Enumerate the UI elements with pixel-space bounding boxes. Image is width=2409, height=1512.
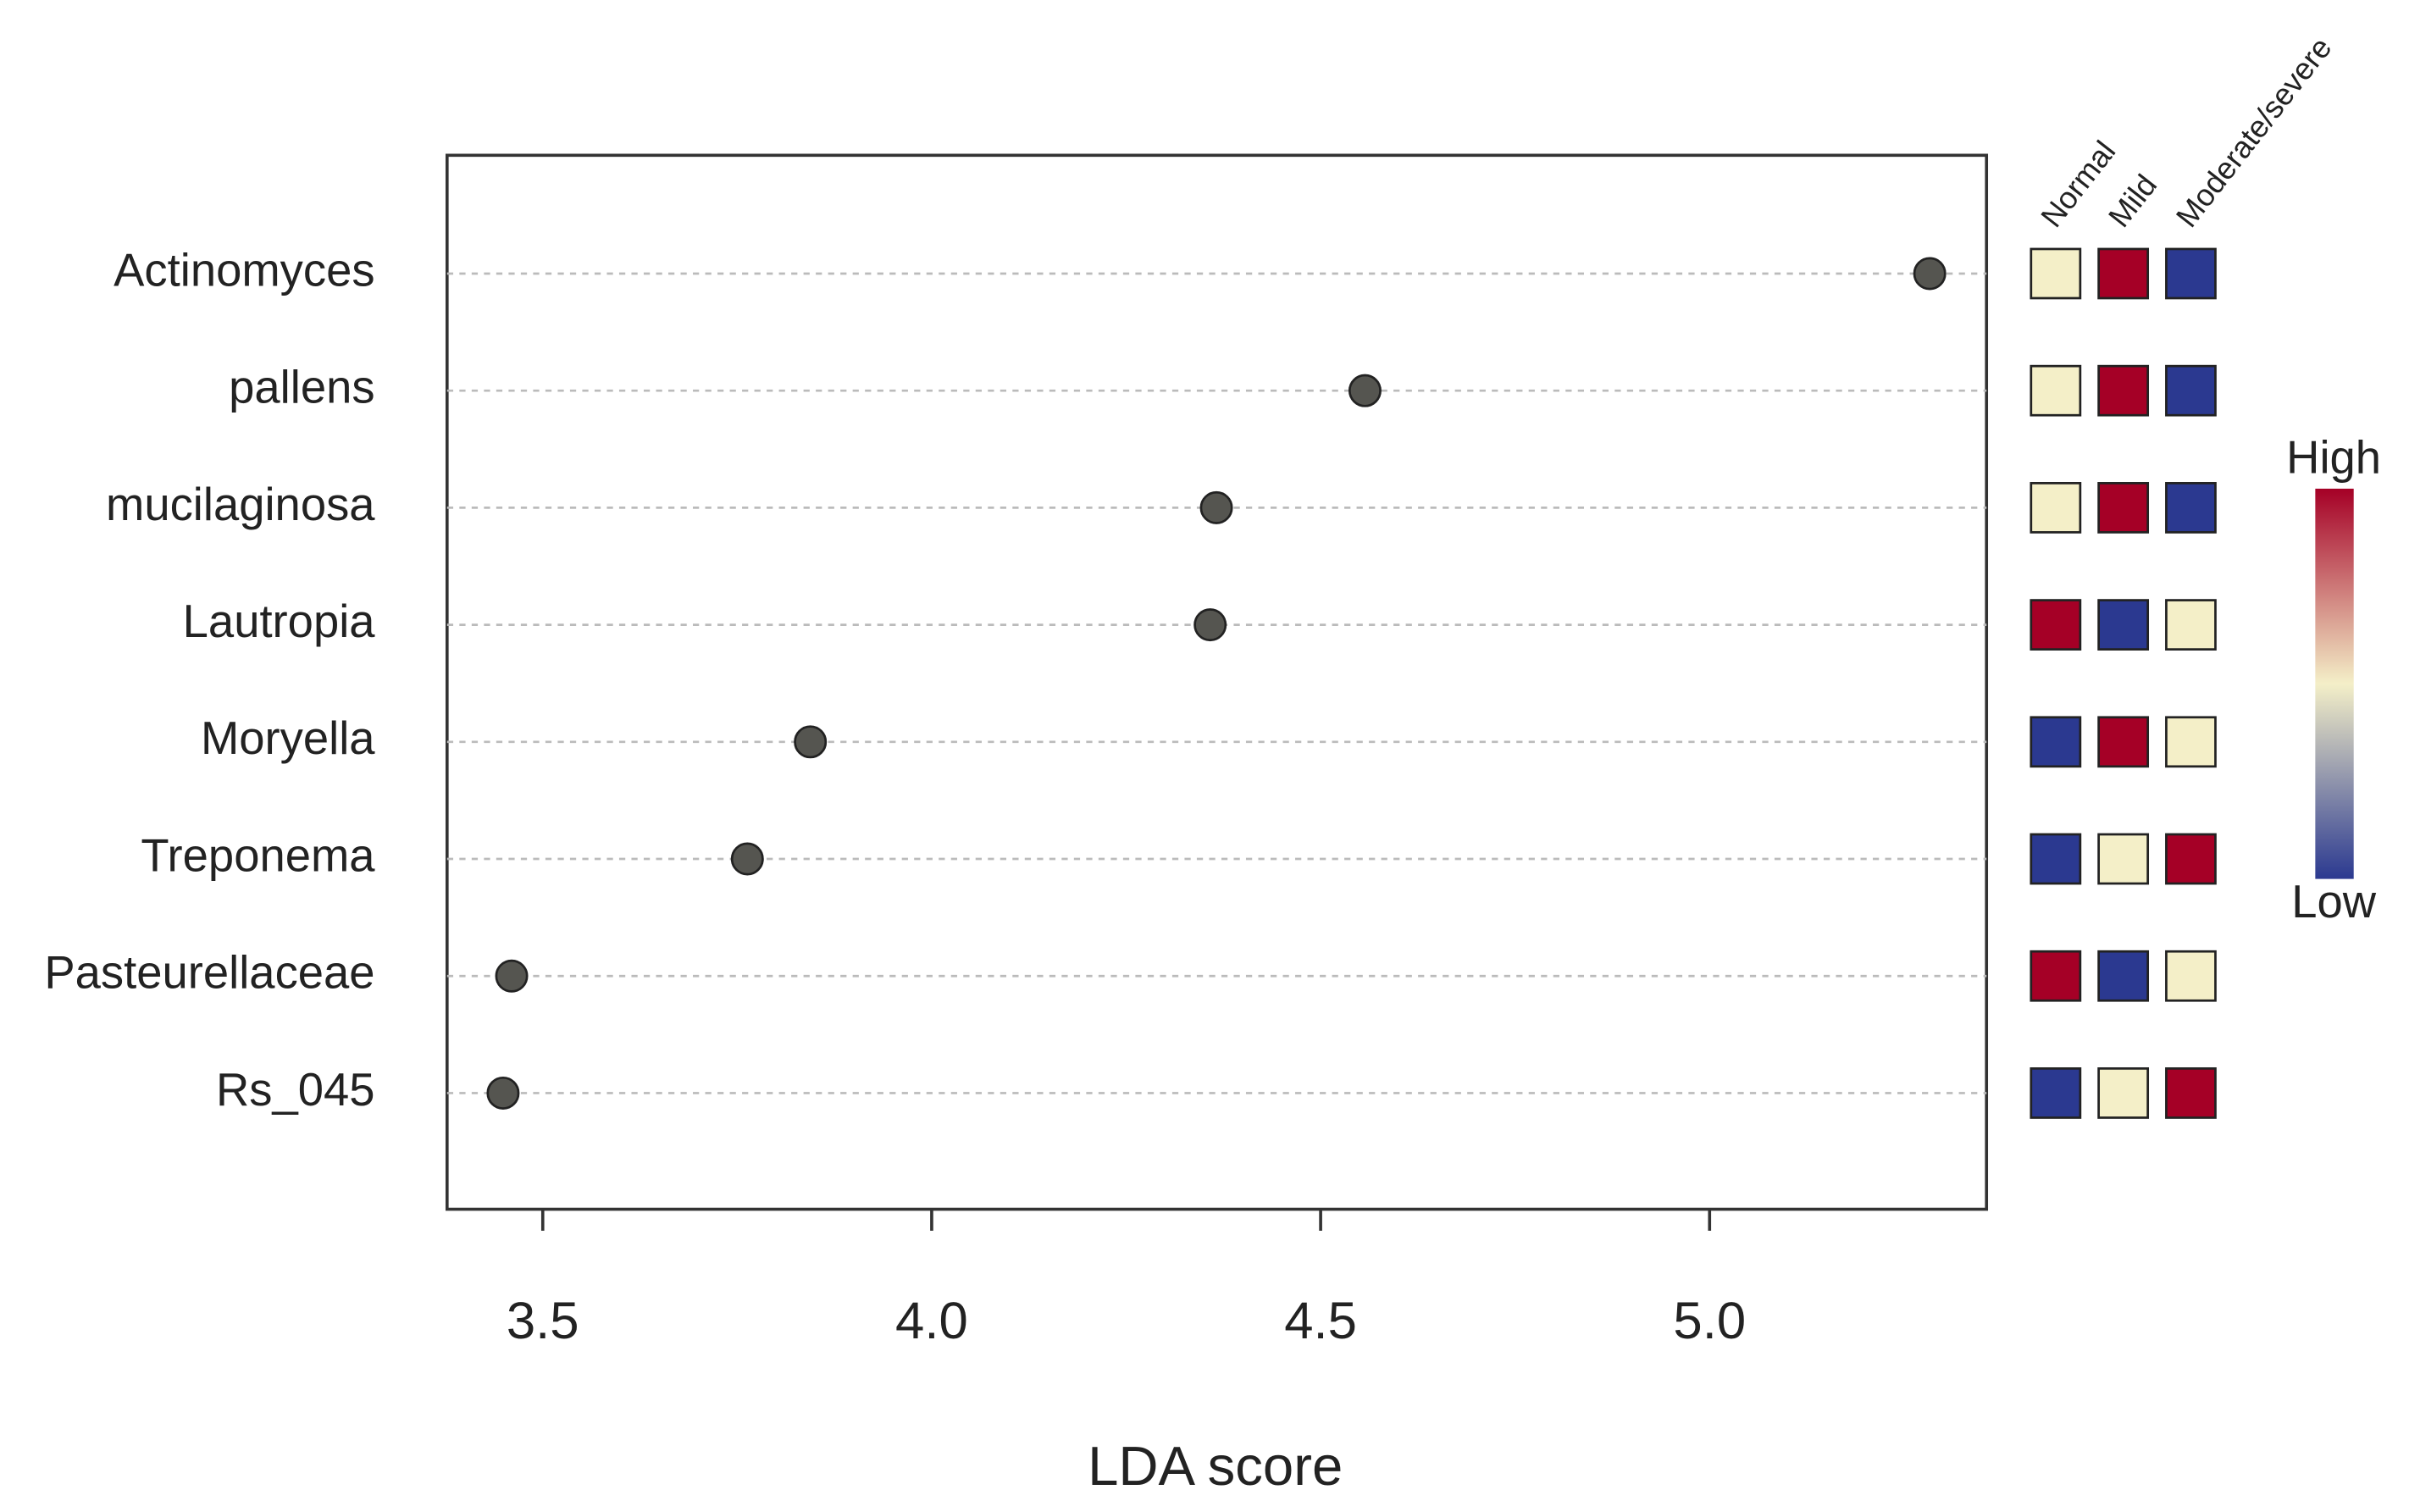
heatmap-cell xyxy=(2030,364,2082,417)
x-tick-label: 4.0 xyxy=(895,1292,968,1350)
x-tick-label: 4.5 xyxy=(1284,1292,1357,1350)
heatmap-cell xyxy=(2030,599,2082,651)
y-tick-label: Pasteurellaceae xyxy=(44,947,374,999)
heatmap-cell xyxy=(2097,1067,2150,1119)
heatmap-cell xyxy=(2165,833,2217,885)
x-tick-label: 5.0 xyxy=(1673,1292,1746,1350)
heatmap-cell xyxy=(2030,833,2082,885)
dot xyxy=(495,959,529,993)
colorbar xyxy=(2315,488,2354,879)
heatmap-cell xyxy=(2165,364,2217,417)
heatmap-cell xyxy=(2165,247,2217,300)
dot xyxy=(730,842,764,876)
heatmap-cell xyxy=(2030,482,2082,534)
y-tick-label: Treponema xyxy=(141,829,375,881)
dot xyxy=(1199,490,1233,524)
heatmap-cell xyxy=(2030,950,2082,1002)
heatmap-cell xyxy=(2165,716,2217,768)
colorbar-low-label: Low xyxy=(2291,876,2377,928)
heatmap-cell xyxy=(2097,950,2150,1002)
dot xyxy=(1913,257,1947,291)
colorbar-high-label: High xyxy=(2286,432,2381,484)
y-tick-label: mucilaginosa xyxy=(106,479,375,530)
heatmap-cell xyxy=(2165,1067,2217,1119)
dot xyxy=(1193,608,1227,642)
heatmap-cell xyxy=(2097,364,2150,417)
y-tick-label: Lautropia xyxy=(183,595,376,647)
heatmap-cell xyxy=(2097,599,2150,651)
heatmap-cell xyxy=(2030,1067,2082,1119)
heatmap-cell xyxy=(2097,716,2150,768)
heatmap-cell xyxy=(2097,482,2150,534)
y-tick-label: Actinomyces xyxy=(114,244,374,296)
heatmap-cell xyxy=(2165,482,2217,534)
dot xyxy=(486,1076,520,1110)
y-tick-label: pallens xyxy=(229,362,374,413)
dot xyxy=(1348,374,1382,407)
heatmap-cell xyxy=(2097,247,2150,300)
heatmap-cell xyxy=(2165,950,2217,1002)
x-axis-label: LDA score xyxy=(1088,1435,1343,1497)
heatmap-column-label: Mild xyxy=(2102,168,2163,234)
y-tick-label: Rs_045 xyxy=(216,1064,375,1116)
y-tick-label: Moryella xyxy=(201,712,375,764)
heatmap-cell xyxy=(2097,833,2150,885)
x-tick-label: 3.5 xyxy=(507,1292,579,1350)
heatmap-cell xyxy=(2030,247,2082,300)
dot xyxy=(794,725,828,759)
heatmap-cell xyxy=(2165,599,2217,651)
heatmap-cell xyxy=(2030,716,2082,768)
plot-frame xyxy=(445,153,1989,1211)
heatmap-column-label: Moderate/severe xyxy=(2169,30,2339,234)
